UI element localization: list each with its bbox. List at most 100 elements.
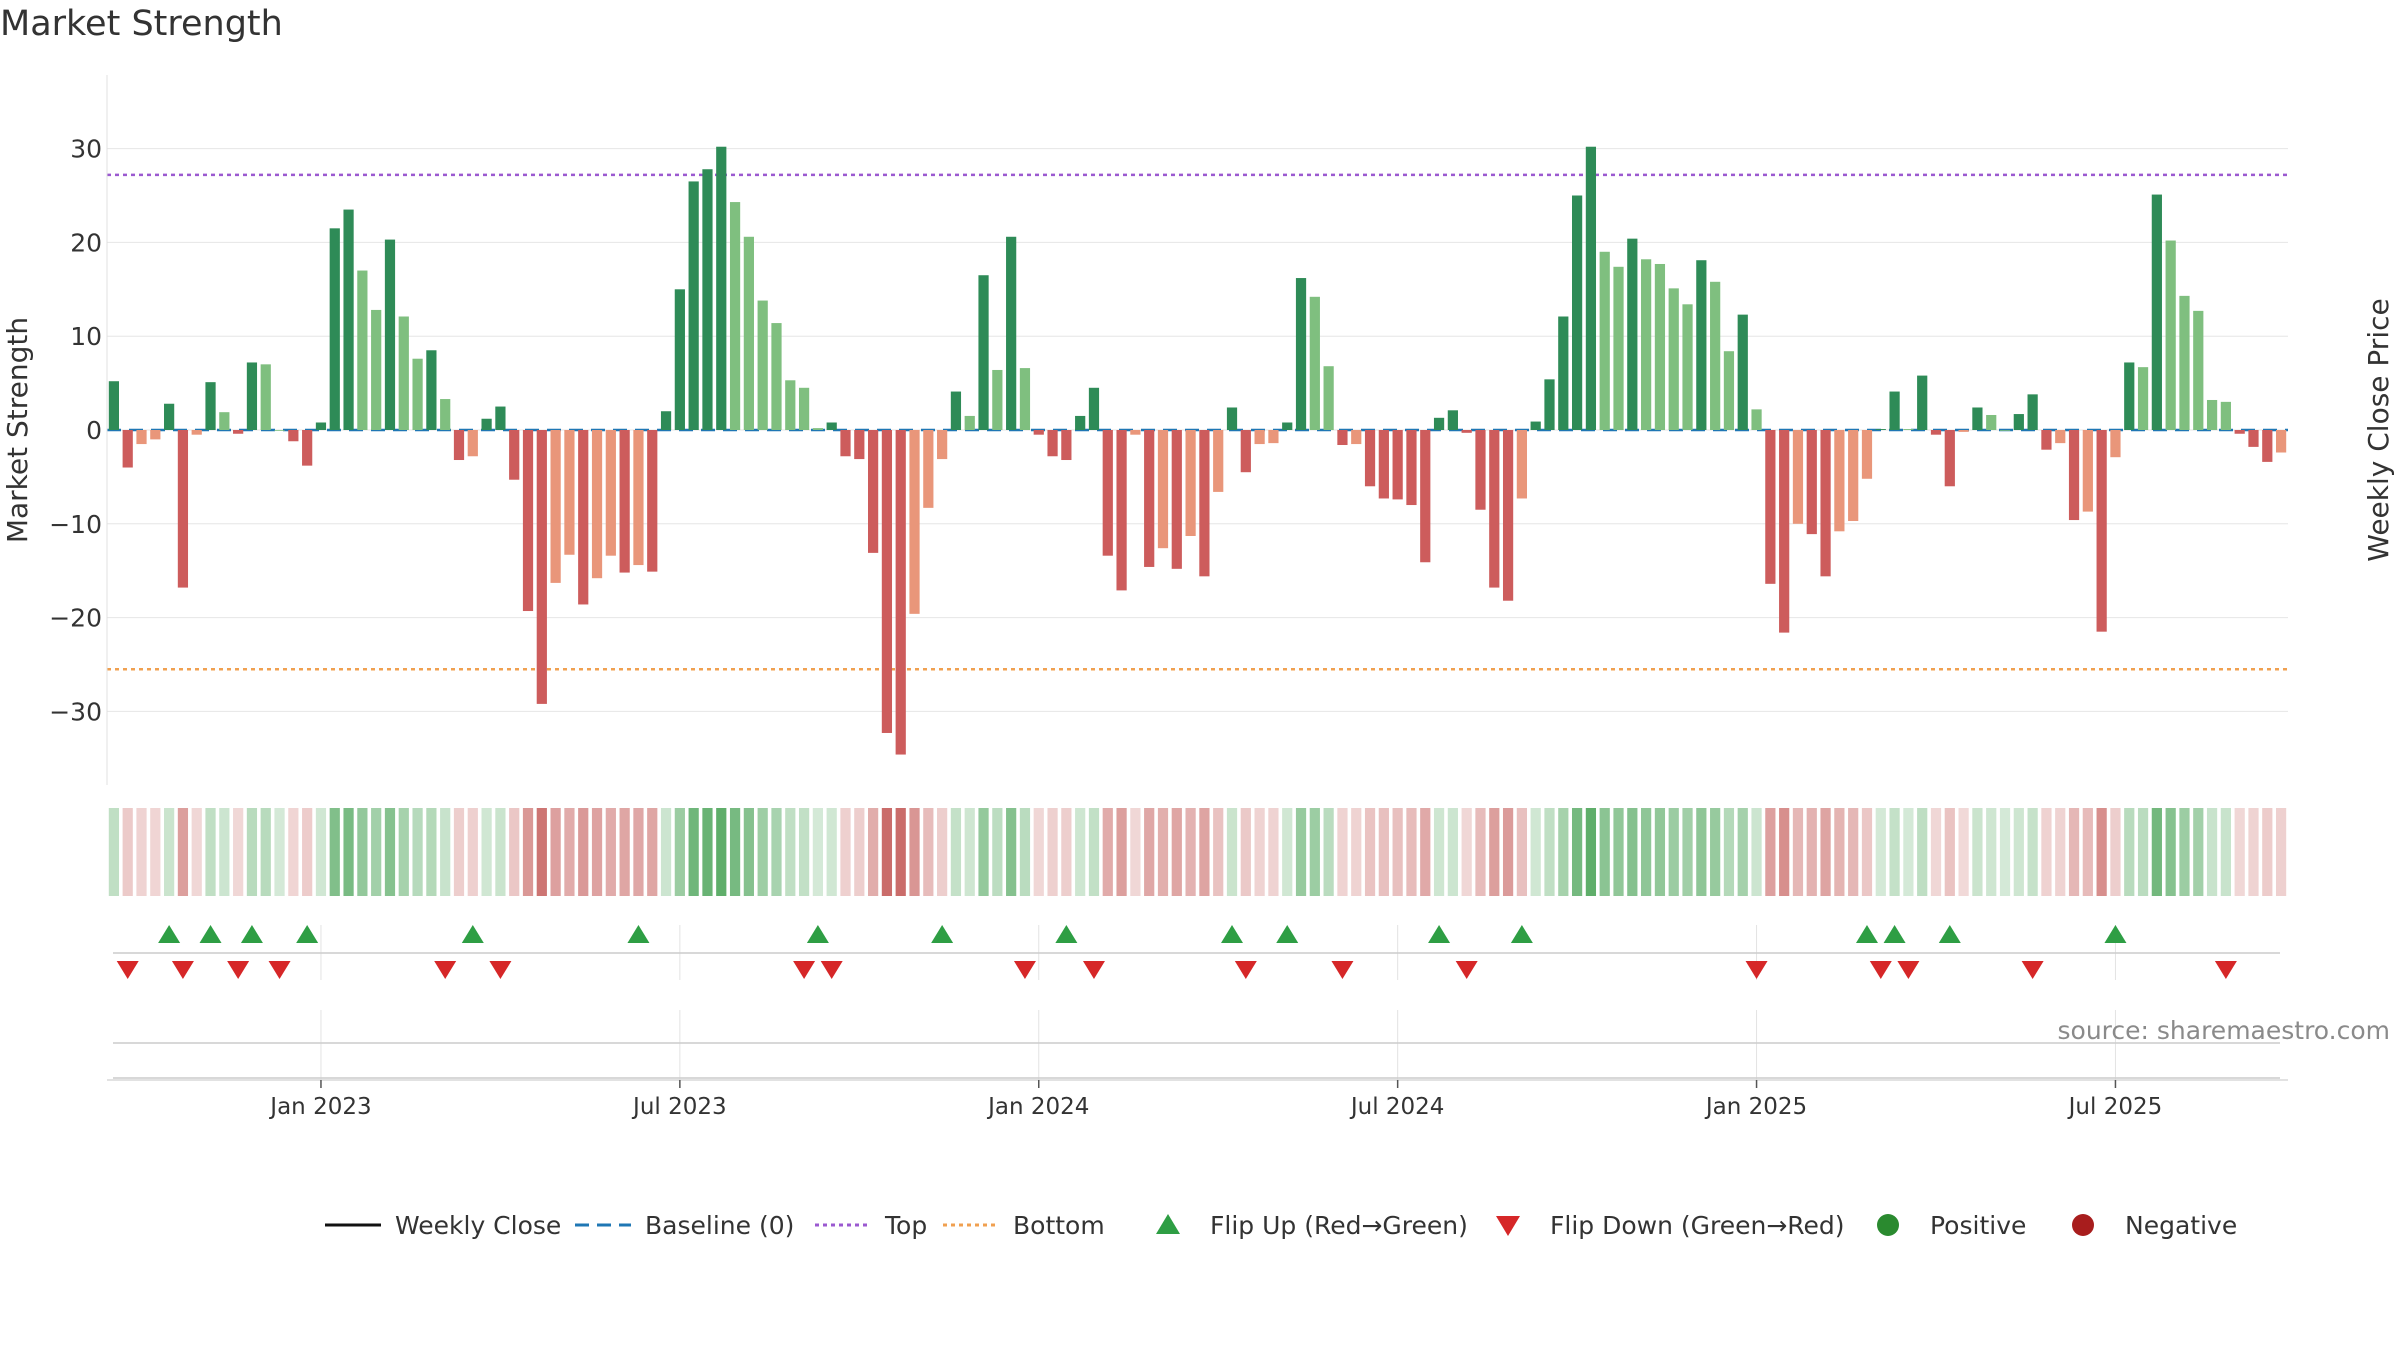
heat-strip-cell [2082, 808, 2093, 896]
strength-bar [343, 209, 354, 430]
heat-strip-cell [315, 808, 327, 896]
heat-strip-cell [1599, 808, 1610, 896]
heat-strip-cell [1406, 808, 1417, 896]
strength-bar [1309, 296, 1320, 430]
legend-item: Baseline (0) [575, 1211, 794, 1240]
flip-down-marker [116, 961, 139, 979]
heat-strip-cell [992, 808, 1003, 896]
strength-bar [1875, 429, 1886, 430]
heat-strip-cell [1848, 808, 1859, 896]
flip-up-marker [627, 925, 650, 943]
heat-strip-cell [2206, 808, 2218, 896]
heat-strip-cell [702, 808, 713, 896]
heat-strip-cell [329, 808, 340, 896]
heat-strip-cell [1930, 808, 1942, 896]
heat-strip-cell [1765, 808, 1776, 896]
strength-bar [660, 411, 672, 430]
strength-bar [1019, 368, 1031, 430]
heat-strip-cell [343, 808, 354, 896]
heat-strip-cell [1309, 808, 1320, 896]
strength-bar [1295, 278, 1307, 430]
strength-bar [757, 300, 768, 430]
heat-strip-cell [191, 808, 202, 896]
heat-strip-cell [1986, 808, 1997, 896]
heat-strip-cell [177, 808, 189, 896]
strength-bar [1930, 430, 1942, 435]
y-tick-label: −30 [49, 697, 102, 726]
strength-bar [2206, 399, 2218, 430]
heat-strip-cell [453, 808, 465, 896]
strength-bar [1682, 304, 1693, 430]
strength-bar [1461, 430, 1472, 433]
heat-strip-cell [1378, 808, 1389, 896]
heat-strip-cell [868, 808, 879, 896]
heat-strip-cell [550, 808, 561, 896]
legend-triangle-up-icon [1156, 1214, 1180, 1234]
strength-bar [564, 430, 575, 555]
strength-bar [605, 430, 616, 556]
strength-bar [743, 236, 754, 430]
strength-bar [1599, 251, 1610, 430]
heat-strip-cell [1088, 808, 1100, 896]
heat-strip-cell [1199, 808, 1210, 896]
legend-item: Flip Down (Green→Red) [1496, 1211, 1845, 1240]
strength-bar [1641, 259, 1652, 430]
legend-label: Positive [1930, 1211, 2026, 1240]
heat-strip-cell [1779, 808, 1790, 896]
heat-strip-cell [495, 808, 506, 896]
heat-strip-cell [881, 808, 893, 896]
strength-bar [177, 430, 189, 588]
strength-bar [1792, 430, 1804, 524]
heat-strip-cell [1654, 808, 1666, 896]
strength-bar [1351, 430, 1362, 445]
heat-strip-cell [1420, 808, 1431, 896]
strength-bar [1558, 316, 1569, 430]
heat-strip-cell [1351, 808, 1362, 896]
strength-bar [2068, 430, 2080, 521]
strength-bar [2165, 240, 2176, 430]
heat-strip-cell [1226, 808, 1238, 896]
strength-bar [881, 430, 893, 733]
strength-bar [1489, 430, 1500, 588]
heat-strip-cell [2179, 808, 2190, 896]
legend-item: Negative [2072, 1211, 2237, 1240]
strength-bar [426, 350, 437, 430]
heat-strip-cell [578, 808, 589, 896]
strength-bar [1972, 407, 1983, 430]
strength-bar [481, 418, 492, 430]
strength-bar [1848, 430, 1859, 521]
strength-bar [2262, 430, 2273, 462]
flip-up-marker [931, 925, 954, 943]
x-tick-label: Jul 2025 [2067, 1094, 2163, 1120]
strength-bar [1433, 417, 1445, 430]
heat-strip-cell [1006, 808, 1017, 896]
strength-bar [1061, 430, 1072, 461]
heat-strip-cell [1254, 808, 1265, 896]
heat-strip-cell [2234, 808, 2245, 896]
strength-bar [1723, 351, 1735, 430]
flip-up-marker [461, 925, 484, 943]
strength-bar [1806, 430, 1817, 535]
heat-strip-cell [1337, 808, 1348, 896]
strength-bar [164, 403, 175, 430]
heat-strip-cell [357, 808, 368, 896]
flip-down-marker [171, 961, 194, 979]
heat-strip-cell [2193, 808, 2204, 896]
strength-bar [937, 430, 948, 460]
strength-bar [1392, 430, 1403, 500]
heat-strip-cell [1571, 808, 1583, 896]
strength-bar [1226, 407, 1238, 430]
flip-down-marker [1455, 961, 1478, 979]
strength-bar [1820, 430, 1831, 577]
flip-up-marker [1276, 925, 1299, 943]
strength-bar [1171, 430, 1182, 569]
strength-bar [398, 316, 409, 430]
heat-strip-cell [660, 808, 672, 896]
heat-strip-cell [219, 808, 230, 896]
strength-bar [1571, 195, 1583, 430]
strength-bar [992, 369, 1003, 430]
strength-bar [2110, 430, 2121, 458]
heat-strip-cell [1475, 808, 1486, 896]
legend-item: Weekly Close [325, 1211, 561, 1240]
flip-up-marker [1883, 925, 1906, 943]
